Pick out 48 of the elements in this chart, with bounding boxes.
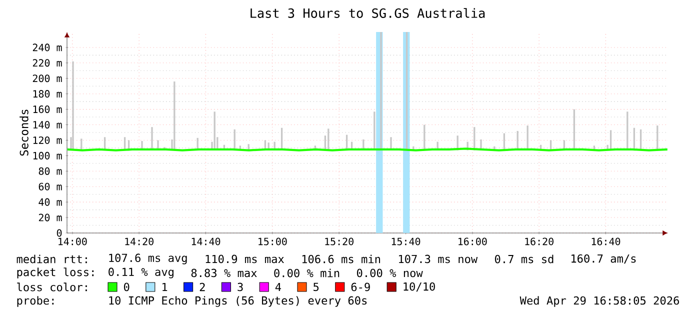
legend-label: 6-9 bbox=[351, 282, 370, 292]
y-tick-label: 200 m bbox=[32, 74, 62, 82]
y-tick-label: 0 bbox=[56, 229, 62, 237]
text: 107.3 ms now bbox=[399, 254, 478, 264]
text: 110.9 ms max bbox=[206, 254, 284, 264]
y-tick-label: 20 m bbox=[38, 214, 62, 222]
x-tick-label: 14:00 bbox=[58, 238, 87, 246]
text: 107.6 ms avg bbox=[109, 254, 187, 264]
y-tick-label: 240 m bbox=[32, 44, 62, 52]
x-tick-label: 15:20 bbox=[325, 238, 354, 246]
text: 0.00 % min bbox=[274, 268, 340, 278]
y-tick-label: 120 m bbox=[33, 136, 62, 144]
x-tick-label: 16:20 bbox=[525, 238, 554, 246]
legend-label: 0 bbox=[124, 282, 130, 292]
text: probe: bbox=[17, 296, 54, 307]
y-tick-label: 220 m bbox=[32, 59, 62, 67]
legend-label: 2 bbox=[200, 282, 205, 292]
x-tick-label: 14:20 bbox=[125, 238, 154, 246]
legend-label: 10/10 bbox=[404, 282, 435, 292]
legend-label: 4 bbox=[275, 282, 281, 292]
legend-label: 3 bbox=[238, 282, 243, 292]
y-tick-label: 180 m bbox=[33, 90, 62, 98]
text: 160.7 am/s bbox=[572, 254, 636, 264]
text: Wed Apr 29 16:58:05 2026 bbox=[520, 296, 679, 307]
text: 0.7 ms sd bbox=[494, 254, 554, 264]
y-tick-label: 160 m bbox=[33, 106, 62, 114]
y-tick-label: 100 m bbox=[33, 152, 62, 160]
text: 8.83 % max bbox=[191, 268, 257, 278]
text: median rtt: bbox=[16, 254, 87, 264]
legend-label: 1 bbox=[162, 282, 168, 292]
text: loss color: bbox=[17, 282, 87, 292]
x-tick-label: 16:40 bbox=[592, 238, 620, 246]
y-tick-label: 40 m bbox=[38, 198, 62, 206]
y-tick-label: 80 m bbox=[38, 167, 62, 175]
x-tick-label: 15:40 bbox=[392, 238, 420, 246]
legend-label: 5 bbox=[314, 282, 319, 292]
text: packet loss: bbox=[17, 268, 94, 278]
y-tick-label: 60 m bbox=[38, 182, 62, 190]
chart-title: Last 3 Hours to SG.GS Australia bbox=[250, 8, 485, 18]
x-tick-label: 16:00 bbox=[458, 238, 487, 246]
y-axis-title: Seconds bbox=[20, 110, 28, 156]
x-tick-label: 15:00 bbox=[258, 238, 287, 246]
text: 0.00 % now bbox=[356, 268, 423, 278]
text: 106.6 ms min bbox=[302, 254, 380, 264]
x-tick-label: 14:40 bbox=[192, 238, 220, 246]
text: 0.11 % avg bbox=[108, 268, 174, 278]
text: 10 ICMP Echo Pings (56 Bytes) every 60s bbox=[109, 296, 367, 307]
y-tick-label: 140 m bbox=[33, 120, 62, 129]
